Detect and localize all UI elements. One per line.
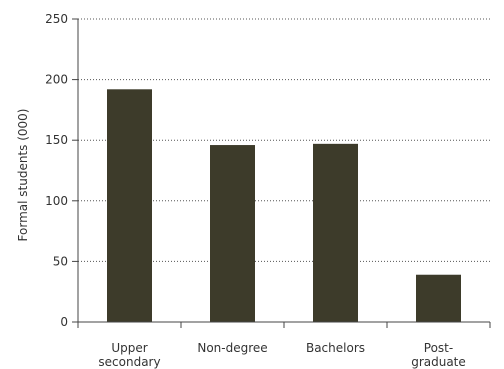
x-category-label-line: Non-degree [197,341,267,355]
bar [107,89,152,323]
x-category-label-line: Post- [424,341,453,355]
y-tick-label: 0 [60,315,68,329]
x-category-label: Non-degree [197,341,267,355]
y-axis-ticks: 0 50 100 150 200 250 [45,12,78,329]
bar [416,274,461,322]
y-tick-label: 100 [45,194,68,208]
x-category-label: Upper secondary [98,341,160,369]
x-category-label: Post-graduate [411,341,466,369]
x-category-label-line: secondary [98,355,160,369]
bars [107,89,461,323]
x-category-label-line: graduate [411,355,466,369]
x-axis-ticks [77,322,491,328]
bar [210,145,255,322]
x-category-label-line: Bachelors [306,341,365,355]
y-tick-label: 200 [45,73,68,87]
y-tick-label: 150 [45,133,68,147]
y-tick-label: 50 [53,254,68,268]
x-axis-labels: Upper secondary Non-degree Bachelors Post-gr… [98,341,465,369]
y-axis-title: Formal students (000) [16,109,30,242]
x-category-label: Bachelors [306,341,365,355]
y-tick-label: 250 [45,12,68,26]
bar [313,143,358,322]
x-category-label-line: Upper [111,341,147,355]
